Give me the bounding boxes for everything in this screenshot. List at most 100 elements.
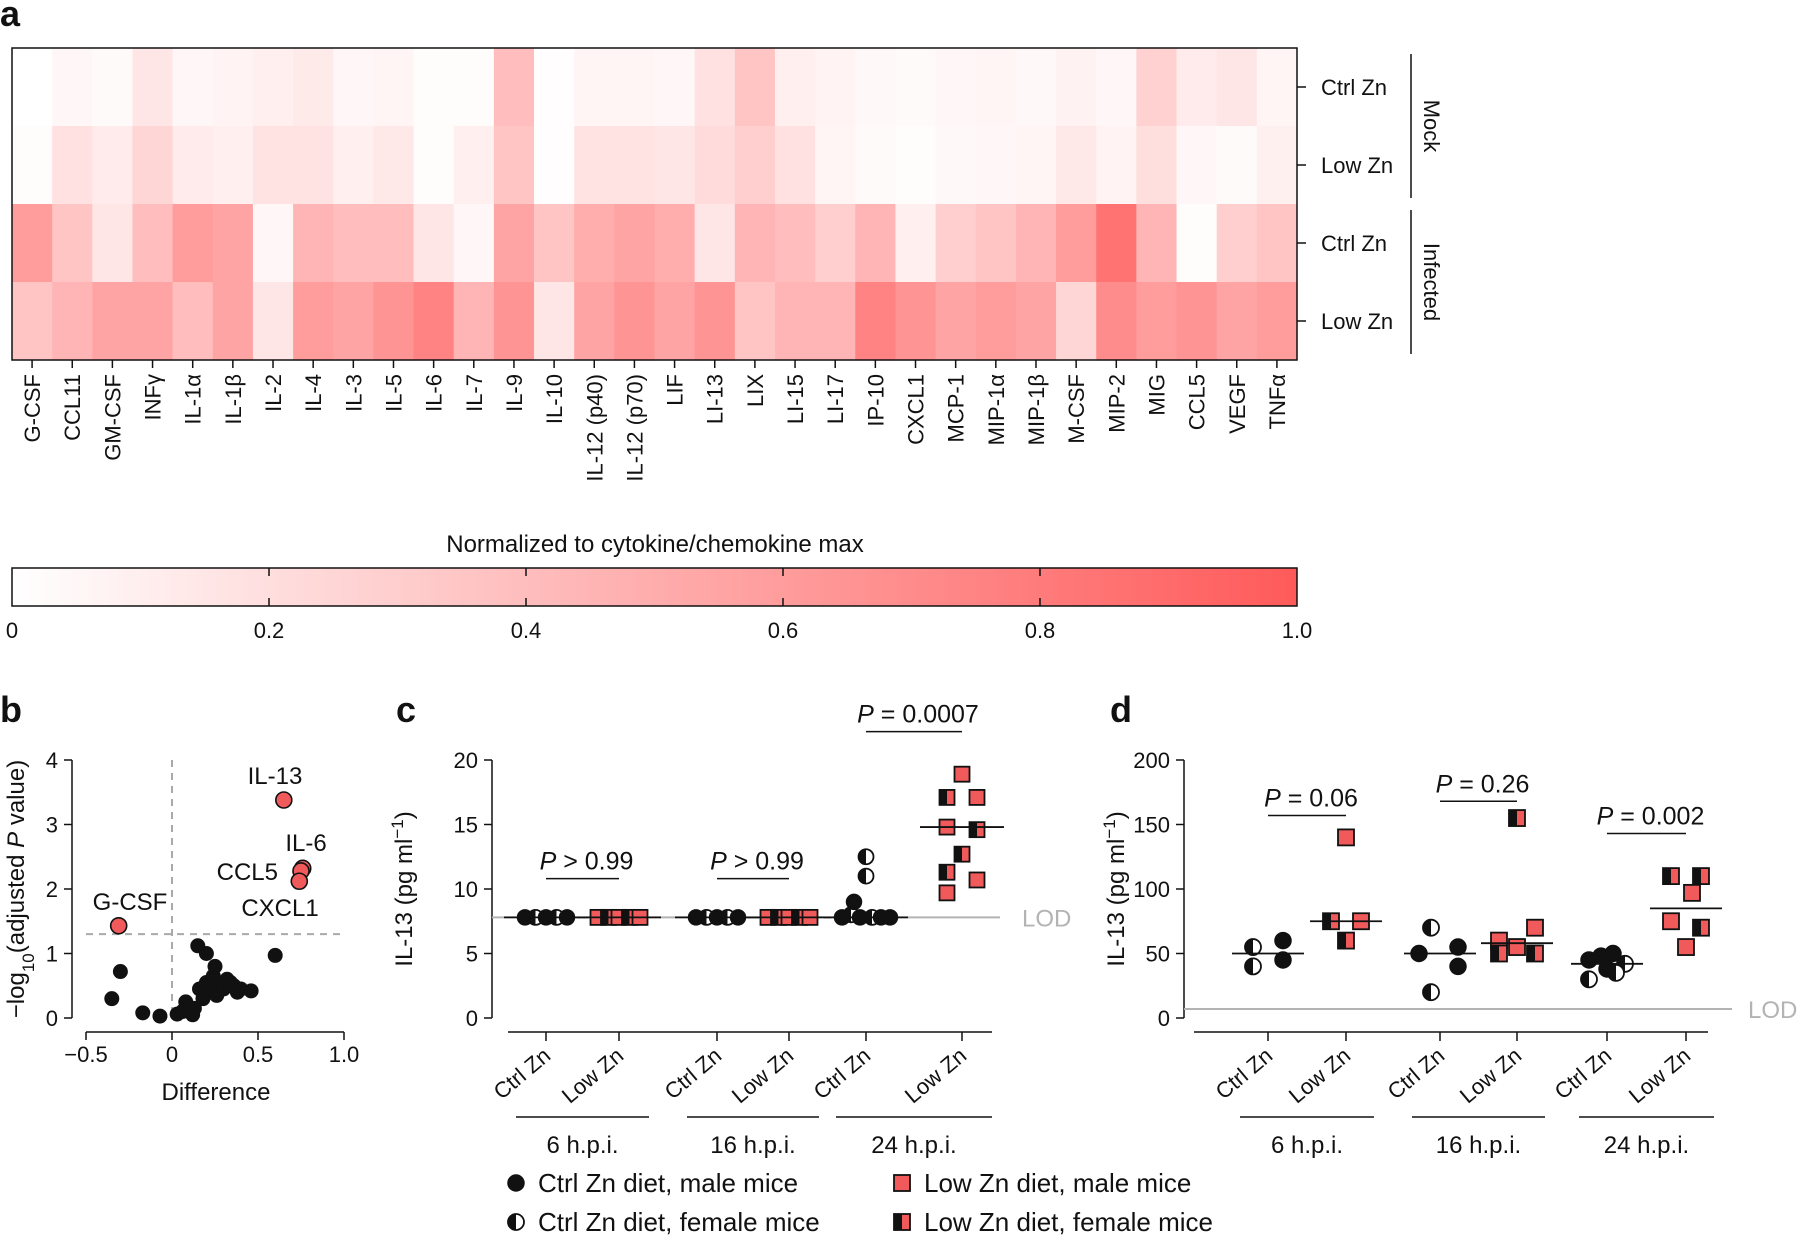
col-label: M-CSF <box>1064 374 1089 444</box>
col-label: IP-10 <box>863 374 888 427</box>
heatmap-cell <box>895 204 937 283</box>
heatmap-cell <box>1256 126 1298 205</box>
x-tick-label: −0.5 <box>64 1042 107 1067</box>
group-label: Ctrl Zn <box>1550 1043 1617 1105</box>
group-label: Low Zn <box>900 1043 971 1109</box>
heatmap-cell <box>132 204 174 283</box>
colorbar <box>11 567 1298 607</box>
marker-half <box>1581 971 1589 988</box>
heatmap-cell <box>1216 126 1258 205</box>
heatmap-frame <box>11 47 1298 361</box>
heatmap-cell <box>1015 282 1057 361</box>
heatmap-cell <box>333 204 375 283</box>
volcano-point-label: IL-13 <box>248 763 303 790</box>
col-label: TNFα <box>1265 374 1290 430</box>
heatmap-cell <box>293 282 334 361</box>
heatmap-cell <box>212 48 254 127</box>
heatmap-cell <box>975 48 1017 127</box>
heatmap-cell <box>493 282 535 361</box>
row-label: Low Zn <box>1321 153 1393 178</box>
heatmap-cell <box>574 126 615 205</box>
heatmap-cell <box>614 204 656 283</box>
heatmap-cell <box>493 126 535 205</box>
heatmap-cell <box>252 282 294 361</box>
heatmap-cell <box>694 204 736 283</box>
y-tick-label: 100 <box>1133 877 1170 902</box>
col-label: LIX <box>743 374 768 407</box>
legend-marker <box>507 1174 525 1192</box>
legend-label: Low Zn diet, male mice <box>924 1168 1191 1198</box>
heatmap-cell <box>172 204 214 283</box>
col-label: IL-5 <box>381 374 406 412</box>
data-point <box>857 848 875 866</box>
data-point <box>1449 938 1467 956</box>
time-label: 16 h.p.i. <box>710 1132 795 1159</box>
group-label: Low Zn <box>1455 1043 1526 1109</box>
heatmap-cell <box>1096 282 1137 361</box>
col-label: IL-2 <box>261 374 286 412</box>
col-label: CXCL1 <box>904 374 929 445</box>
volcano-highlight-point <box>290 872 309 891</box>
panel-label-b: b <box>0 689 22 730</box>
col-label: IL-12 (p70) <box>622 374 647 482</box>
heatmap-cell <box>574 282 615 361</box>
heatmap-cell <box>212 204 254 283</box>
heatmap-cell <box>855 126 897 205</box>
y-tick-label: 4 <box>46 748 58 773</box>
marker-half <box>508 1214 516 1230</box>
marker-half <box>954 846 962 862</box>
group-label: Ctrl Zn <box>489 1043 556 1105</box>
y-tick-label: 0 <box>466 1006 478 1031</box>
col-label: IL-4 <box>301 374 326 412</box>
data-point <box>1337 931 1355 950</box>
legend-marker <box>893 1174 911 1192</box>
data-point <box>845 893 863 911</box>
data-point <box>1607 963 1625 982</box>
y-tick-label: 1 <box>46 942 58 967</box>
data-point <box>1337 828 1355 847</box>
p-value-label: P = 0.0007 <box>857 701 979 729</box>
volcano-point-label: CXCL1 <box>241 895 318 922</box>
group-label: Low Zn <box>557 1043 628 1109</box>
panel-a-heatmap: G-CSF CCL11 GM-CSF INFγ IL-1α IL-1β IL-2 IL-4 IL… <box>6 47 1444 643</box>
data-point <box>1526 944 1544 963</box>
group-label: Low Zn <box>1284 1043 1355 1109</box>
y-tick-label: 150 <box>1133 813 1170 838</box>
volcano-point <box>198 946 214 961</box>
marker-half <box>1423 984 1431 1001</box>
heatmap-cell <box>574 204 615 283</box>
data-point <box>968 821 986 839</box>
col-label: IL-7 <box>462 374 487 412</box>
data-point <box>1274 951 1292 969</box>
row-group-label: Mock <box>1419 100 1444 154</box>
heatmap-cell <box>413 48 455 127</box>
col-label: LIF <box>663 374 688 406</box>
y-tick-label: 2 <box>46 877 58 902</box>
panel-label-c: c <box>396 689 416 730</box>
heatmap-cell <box>132 48 174 127</box>
marker-half <box>1491 945 1499 962</box>
heatmap-cell <box>734 126 776 205</box>
y-tick-label: 20 <box>454 748 478 773</box>
y-tick-label: 0 <box>46 1006 58 1031</box>
col-label: INFγ <box>141 374 166 420</box>
heatmap-cell <box>453 282 495 361</box>
data-point <box>938 884 956 902</box>
heatmap-cell <box>1256 282 1298 361</box>
marker-half <box>1693 868 1701 885</box>
col-label: CCL11 <box>60 374 85 441</box>
heatmap-cell <box>12 48 53 127</box>
heatmap-cell <box>413 126 455 205</box>
y-tick-label: 50 <box>1146 942 1170 967</box>
lod-label: LOD <box>1022 905 1071 932</box>
data-point <box>1449 957 1467 976</box>
data-point <box>1580 970 1598 989</box>
y-tick-label: 3 <box>46 813 58 838</box>
marker-half <box>939 789 947 805</box>
heatmap-cell <box>654 48 696 127</box>
group-label: Ctrl Zn <box>660 1043 727 1105</box>
colorbar-tick-label: 0.8 <box>1025 618 1056 643</box>
heatmap-cell <box>172 282 214 361</box>
data-point <box>1662 867 1680 885</box>
